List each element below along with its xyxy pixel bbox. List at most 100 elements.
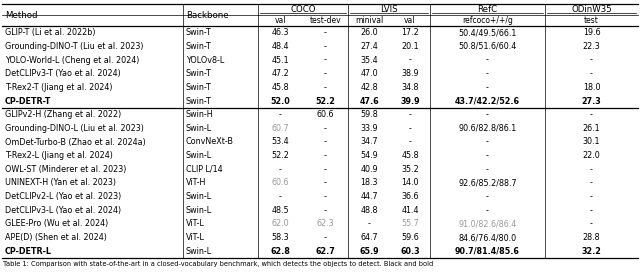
Text: 59.6: 59.6 bbox=[401, 233, 419, 242]
Text: -: - bbox=[324, 28, 327, 37]
Text: 53.4: 53.4 bbox=[272, 137, 289, 147]
Text: Swin-T: Swin-T bbox=[186, 97, 212, 105]
Text: 46.3: 46.3 bbox=[272, 28, 289, 37]
Text: 43.7/42.2/52.6: 43.7/42.2/52.6 bbox=[455, 97, 520, 105]
Text: 42.8: 42.8 bbox=[360, 83, 378, 92]
Text: 34.7: 34.7 bbox=[360, 137, 378, 147]
Text: 52.2: 52.2 bbox=[271, 151, 289, 160]
Text: 62.3: 62.3 bbox=[317, 219, 334, 228]
Text: 60.7: 60.7 bbox=[272, 124, 289, 133]
Text: -: - bbox=[486, 137, 489, 147]
Text: RefC: RefC bbox=[477, 5, 497, 14]
Text: -: - bbox=[324, 233, 327, 242]
Text: -: - bbox=[324, 179, 327, 187]
Text: -: - bbox=[408, 110, 412, 119]
Text: -: - bbox=[279, 192, 282, 201]
Text: -: - bbox=[486, 192, 489, 201]
Text: 90.6/82.8/86.1: 90.6/82.8/86.1 bbox=[458, 124, 516, 133]
Text: 38.9: 38.9 bbox=[401, 69, 419, 78]
Text: -: - bbox=[590, 219, 593, 228]
Text: 30.1: 30.1 bbox=[583, 137, 600, 147]
Text: 47.2: 47.2 bbox=[271, 69, 289, 78]
Text: -: - bbox=[486, 206, 489, 215]
Text: 22.3: 22.3 bbox=[582, 42, 600, 51]
Text: 47.0: 47.0 bbox=[360, 69, 378, 78]
Text: 20.1: 20.1 bbox=[401, 42, 419, 51]
Text: -: - bbox=[590, 192, 593, 201]
Text: 14.0: 14.0 bbox=[401, 179, 419, 187]
Text: T-Rex2-T (Jiang et al. 2024): T-Rex2-T (Jiang et al. 2024) bbox=[5, 83, 113, 92]
Text: 47.6: 47.6 bbox=[359, 97, 379, 105]
Text: -: - bbox=[324, 83, 327, 92]
Text: 55.7: 55.7 bbox=[401, 219, 419, 228]
Text: Swin-L: Swin-L bbox=[186, 247, 212, 256]
Text: YOLOv8-L: YOLOv8-L bbox=[186, 56, 224, 65]
Text: -: - bbox=[590, 69, 593, 78]
Text: -: - bbox=[590, 56, 593, 65]
Text: UNINEXT-H (Yan et al. 2023): UNINEXT-H (Yan et al. 2023) bbox=[5, 179, 116, 187]
Text: -: - bbox=[324, 137, 327, 147]
Text: -: - bbox=[324, 165, 327, 174]
Text: 50.8/51.6/60.4: 50.8/51.6/60.4 bbox=[458, 42, 516, 51]
Text: 52.2: 52.2 bbox=[316, 97, 335, 105]
Text: 18.3: 18.3 bbox=[360, 179, 378, 187]
Text: 48.4: 48.4 bbox=[272, 42, 289, 51]
Text: -: - bbox=[486, 83, 489, 92]
Text: 22.0: 22.0 bbox=[582, 151, 600, 160]
Text: ViT-L: ViT-L bbox=[186, 219, 205, 228]
Text: DetCLIPv2-L (Yao et al. 2023): DetCLIPv2-L (Yao et al. 2023) bbox=[5, 192, 121, 201]
Text: Swin-T: Swin-T bbox=[186, 28, 212, 37]
Text: 59.8: 59.8 bbox=[360, 110, 378, 119]
Text: 28.8: 28.8 bbox=[582, 233, 600, 242]
Text: 19.6: 19.6 bbox=[582, 28, 600, 37]
Text: 17.2: 17.2 bbox=[401, 28, 419, 37]
Text: 39.9: 39.9 bbox=[400, 97, 420, 105]
Text: 35.2: 35.2 bbox=[401, 165, 419, 174]
Text: val: val bbox=[404, 16, 416, 25]
Text: Table 1: Comparison with state-of-the-art in a closed-vocabulary benchmark, whic: Table 1: Comparison with state-of-the-ar… bbox=[3, 261, 433, 267]
Text: YOLO-World-L (Cheng et al. 2024): YOLO-World-L (Cheng et al. 2024) bbox=[5, 56, 140, 65]
Text: 45.8: 45.8 bbox=[401, 151, 419, 160]
Text: CP-DETR-T: CP-DETR-T bbox=[5, 97, 51, 105]
Text: Swin-L: Swin-L bbox=[186, 124, 212, 133]
Text: 35.4: 35.4 bbox=[360, 56, 378, 65]
Text: 45.8: 45.8 bbox=[272, 83, 289, 92]
Text: 32.2: 32.2 bbox=[582, 247, 602, 256]
Text: COCO: COCO bbox=[291, 5, 316, 14]
Text: 60.3: 60.3 bbox=[400, 247, 420, 256]
Text: -: - bbox=[486, 69, 489, 78]
Text: refcoco+/+/g: refcoco+/+/g bbox=[462, 16, 513, 25]
Text: -: - bbox=[408, 124, 412, 133]
Text: -: - bbox=[590, 165, 593, 174]
Text: ViT-H: ViT-H bbox=[186, 179, 206, 187]
Text: ViT-L: ViT-L bbox=[186, 233, 205, 242]
Text: ODinW35: ODinW35 bbox=[571, 5, 612, 14]
Text: Swin-L: Swin-L bbox=[186, 206, 212, 215]
Text: OmDet-Turbo-B (Zhao et al. 2024a): OmDet-Turbo-B (Zhao et al. 2024a) bbox=[5, 137, 146, 147]
Text: 62.0: 62.0 bbox=[272, 219, 289, 228]
Text: 62.8: 62.8 bbox=[271, 247, 291, 256]
Text: LVIS: LVIS bbox=[380, 5, 398, 14]
Text: 44.7: 44.7 bbox=[360, 192, 378, 201]
Text: 26.1: 26.1 bbox=[582, 124, 600, 133]
Text: 48.8: 48.8 bbox=[360, 206, 378, 215]
Text: -: - bbox=[486, 165, 489, 174]
Text: Method: Method bbox=[5, 10, 38, 20]
Text: Swin-T: Swin-T bbox=[186, 83, 212, 92]
Text: 54.9: 54.9 bbox=[360, 151, 378, 160]
Text: -: - bbox=[590, 110, 593, 119]
Text: DetCLIPv3-L (Yao et al. 2024): DetCLIPv3-L (Yao et al. 2024) bbox=[5, 206, 121, 215]
Text: -: - bbox=[324, 124, 327, 133]
Text: DetCLIPv3-T (Yao et al. 2024): DetCLIPv3-T (Yao et al. 2024) bbox=[5, 69, 121, 78]
Text: T-Rex2-L (Jiang et al. 2024): T-Rex2-L (Jiang et al. 2024) bbox=[5, 151, 113, 160]
Text: 62.7: 62.7 bbox=[316, 247, 335, 256]
Text: 91.0/82.6/86.4: 91.0/82.6/86.4 bbox=[458, 219, 516, 228]
Text: -: - bbox=[486, 110, 489, 119]
Text: 65.9: 65.9 bbox=[359, 247, 379, 256]
Text: 48.5: 48.5 bbox=[272, 206, 289, 215]
Text: -: - bbox=[324, 151, 327, 160]
Text: -: - bbox=[279, 165, 282, 174]
Text: GLIPv2-H (Zhang et al. 2022): GLIPv2-H (Zhang et al. 2022) bbox=[5, 110, 121, 119]
Text: 27.4: 27.4 bbox=[360, 42, 378, 51]
Text: -: - bbox=[324, 69, 327, 78]
